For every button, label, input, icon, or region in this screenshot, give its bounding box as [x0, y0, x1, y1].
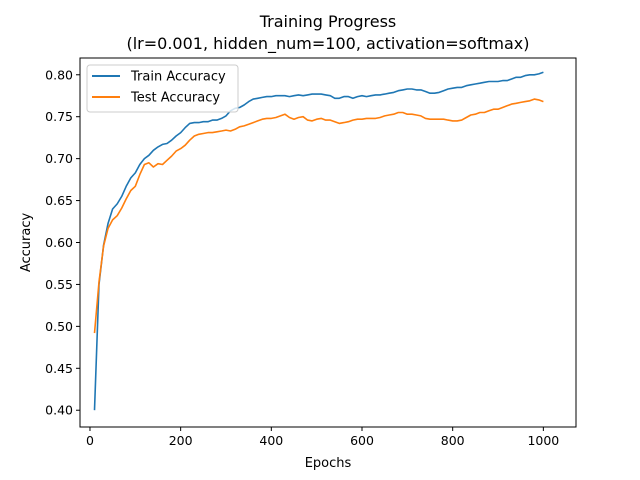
series-line-test-accuracy [93, 98, 544, 334]
y-axis-label: Accuracy [19, 213, 34, 273]
series-line-train-accuracy [93, 71, 544, 411]
x-tick-label: 800 [441, 433, 465, 448]
y-tick-label: 0.40 [45, 403, 73, 418]
legend-label-test: Test Accuracy [130, 91, 220, 106]
x-tick-label: 1000 [527, 433, 559, 448]
y-tick-label: 0.65 [45, 193, 73, 208]
x-axis: 0 200 400 600 800 1000 [86, 427, 559, 448]
x-tick-label: 200 [169, 433, 193, 448]
y-tick-label: 0.70 [45, 151, 73, 166]
legend-box [86, 64, 239, 113]
y-tick-label: 0.80 [45, 67, 73, 82]
y-tick-label: 0.50 [45, 319, 73, 334]
y-tick-label: 0.60 [45, 235, 73, 250]
x-tick-label: 0 [86, 433, 94, 448]
x-tick-label: 600 [350, 433, 374, 448]
chart-subtitle: (lr=0.001, hidden_num=100, activation=so… [126, 34, 529, 54]
series-layer [93, 71, 544, 411]
y-tick-label: 0.45 [45, 361, 73, 376]
y-tick-label: 0.75 [45, 109, 73, 124]
x-tick-label: 400 [259, 433, 283, 448]
y-axis: 0.40 0.45 0.50 0.55 0.60 0.65 0.70 0.75 0.80 [45, 67, 80, 418]
x-axis-label: Epochs [305, 456, 352, 471]
legend-label-train: Train Accuracy [130, 70, 226, 85]
chart-title: Training Progress [259, 12, 397, 31]
y-tick-label: 0.55 [45, 277, 73, 292]
legend: Train Accuracy Test Accuracy [86, 64, 239, 113]
